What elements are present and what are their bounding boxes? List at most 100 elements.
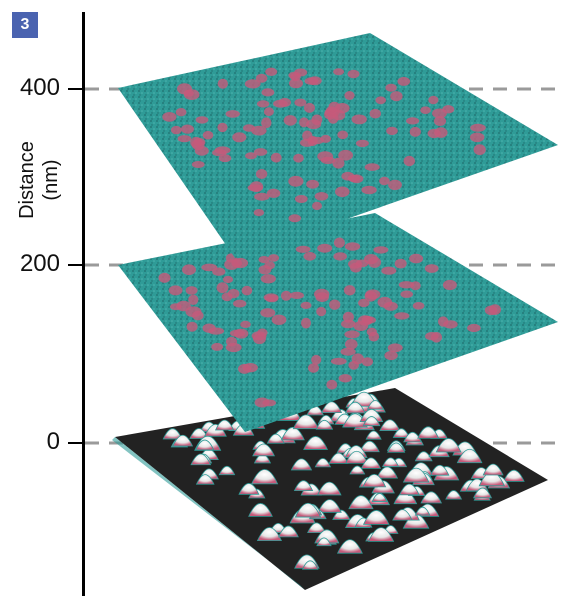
surface-particle — [364, 163, 380, 171]
surface-particle — [264, 261, 275, 270]
surface-particle — [341, 319, 356, 329]
surface-particle — [295, 245, 311, 253]
surface-particle — [344, 330, 360, 339]
surface-particle — [338, 149, 353, 161]
surface-particle — [348, 259, 362, 269]
surface-particle — [344, 91, 355, 100]
surface-particle — [289, 78, 303, 89]
surface-particle — [300, 301, 312, 309]
surface-particle — [333, 252, 348, 261]
y-axis-line — [82, 12, 85, 596]
topography-base-layer — [112, 388, 548, 590]
topography-bump — [277, 525, 299, 538]
surface-particle — [270, 152, 282, 163]
y-tick-label-200: 200 — [19, 250, 60, 277]
surface-particle — [195, 116, 209, 124]
surface-particle — [397, 76, 411, 86]
topography-bump — [301, 560, 319, 570]
surface-particle — [332, 157, 345, 169]
surface-particle — [273, 99, 288, 108]
surface-particle — [256, 100, 270, 108]
surface-particle — [241, 285, 253, 296]
topography-bump — [218, 465, 236, 476]
topography-bump — [382, 457, 400, 467]
surface-particle — [470, 132, 485, 143]
topography-bump — [294, 502, 322, 518]
surface-particle — [271, 314, 287, 325]
topography-bump — [336, 539, 363, 554]
surface-particle — [222, 275, 234, 284]
surface-particle — [358, 298, 370, 308]
surface-particle — [332, 109, 346, 121]
surface-particle — [381, 266, 397, 275]
surface-particle — [431, 332, 442, 343]
surface-particle — [316, 306, 327, 317]
surface-particle — [232, 132, 247, 143]
surface-particle — [254, 192, 270, 201]
surface-particle — [330, 357, 347, 365]
topography-bump — [348, 495, 374, 510]
surface-particle — [176, 300, 191, 312]
surface-particle — [361, 357, 373, 367]
surface-particle — [409, 126, 421, 137]
surface-particle — [433, 116, 447, 127]
surface-particle — [369, 108, 381, 119]
surface-particle — [375, 96, 387, 105]
y-tick-label-400: 400 — [19, 74, 60, 101]
surface-particle — [158, 272, 171, 283]
surface-particle — [216, 282, 229, 294]
surface-particle — [400, 290, 414, 298]
surface-particle — [388, 179, 402, 191]
surface-particle — [442, 279, 457, 291]
surface-particle — [329, 299, 341, 310]
surface-particle — [347, 69, 360, 79]
topography-bump — [473, 487, 493, 499]
topography-bump — [293, 480, 314, 492]
surface-particle — [288, 175, 304, 187]
surface-particle — [326, 379, 338, 390]
surface-particle — [340, 347, 356, 356]
surface-particle — [268, 254, 280, 262]
surface-particle — [294, 195, 308, 203]
surface-particle — [255, 169, 268, 179]
topography-bump — [172, 434, 194, 447]
topography-bump — [359, 408, 384, 423]
surface-particle — [265, 67, 278, 77]
surface-particle — [484, 305, 498, 316]
surface-particle — [249, 181, 264, 193]
surface-particle — [283, 115, 297, 126]
surface-particle — [301, 317, 311, 329]
surface-particle — [304, 77, 319, 85]
surface-particle — [254, 397, 270, 408]
y-tick-200 — [68, 264, 82, 266]
topography-bump — [359, 440, 380, 453]
topography-bump — [362, 416, 381, 427]
surface-particle — [238, 363, 252, 374]
surface-particle — [438, 316, 449, 327]
topography-bump — [238, 483, 260, 495]
surface-particle — [177, 135, 192, 143]
topography-bump — [315, 419, 334, 430]
topography-bump — [371, 493, 388, 502]
topography-bump — [387, 442, 406, 453]
topography-bump — [399, 483, 420, 496]
surface-particle — [294, 98, 307, 107]
surface-particle — [311, 354, 322, 365]
surface-particle — [293, 153, 304, 163]
surface-particle — [355, 139, 369, 148]
surface-particle — [420, 106, 431, 114]
surface-particle — [306, 179, 319, 189]
topography-bump — [365, 430, 382, 440]
surface-particle — [365, 289, 381, 300]
surface-particle — [186, 321, 198, 332]
surface-particle — [473, 144, 486, 156]
surface-particle — [191, 161, 205, 168]
topography-bump — [251, 469, 279, 485]
topography-bump — [290, 458, 313, 471]
topography-bump — [360, 457, 382, 469]
surface-particle — [181, 124, 194, 134]
surface-particle — [244, 79, 261, 89]
topography-bump — [445, 490, 463, 500]
surface-particle — [368, 256, 382, 268]
topography-bump — [195, 474, 215, 485]
